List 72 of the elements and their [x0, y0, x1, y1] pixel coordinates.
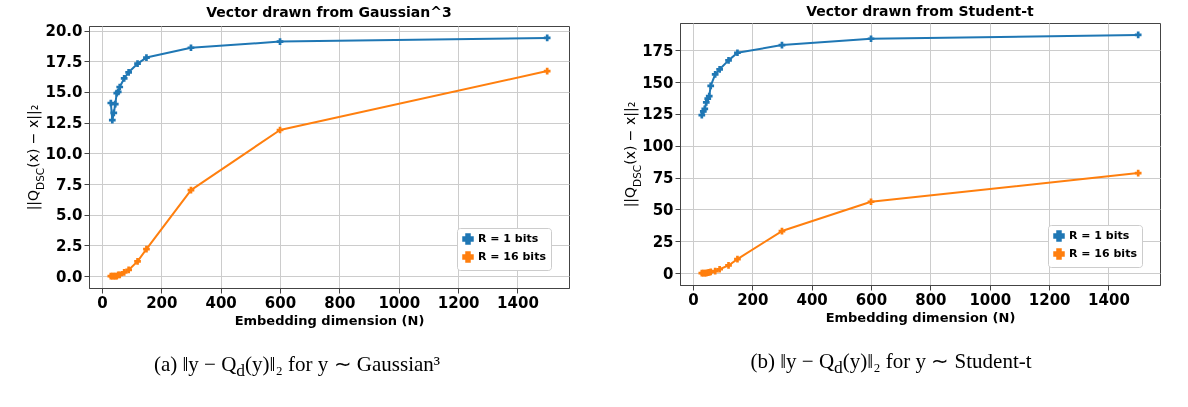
y-tick-label: 17.5: [44, 52, 82, 71]
text: (a) ‖y − Q$_{d}$(y)‖₂ for y ∼ Gaussian³: [153, 352, 441, 382]
y-tick-label: 50: [652, 200, 673, 219]
x-tick-label: 400: [795, 290, 828, 309]
x-axis-title: Embedding dimension (N): [234, 312, 424, 328]
point: [733, 49, 741, 57]
x-tick-label: 200: [145, 293, 177, 312]
y-tick-label: 100: [641, 137, 673, 156]
x-tick-label: 1000: [377, 293, 420, 312]
point: [706, 82, 714, 90]
y-tick-label: 10.0: [44, 144, 82, 163]
x-tick-label: 1200: [437, 293, 479, 312]
y-tick-label: 7.5: [55, 175, 82, 194]
legend-label: R = 16 bits: [477, 250, 546, 263]
point: [115, 83, 123, 91]
point: [1134, 31, 1142, 39]
point: [715, 265, 723, 273]
y-tick-label: 175: [641, 41, 673, 60]
text: (b) ‖y − Q$_{d}$(y)‖₂ for y ∼ Student-t: [750, 349, 1032, 379]
point: [867, 35, 874, 43]
y-tick-label: 75: [652, 169, 673, 188]
point: [133, 258, 141, 265]
x-tick-label: 1200: [1028, 290, 1070, 309]
x-tick-label: 1000: [968, 290, 1011, 309]
point: [142, 54, 150, 61]
point: [124, 266, 132, 274]
y-tick-label: 5.0: [55, 206, 82, 225]
point: [724, 57, 732, 64]
point: [120, 269, 128, 276]
point: [133, 60, 141, 68]
y-tick-label: 0: [662, 264, 673, 283]
x-tick-label: 200: [736, 290, 768, 309]
x-tick-label: 400: [204, 293, 237, 312]
x-tick-label: 1400: [1087, 290, 1130, 309]
x-tick-label: 1400: [496, 293, 539, 312]
point: [715, 65, 723, 73]
y-tick-label: 25: [652, 232, 673, 251]
point: [543, 67, 551, 75]
y-tick-label: 20.0: [44, 22, 82, 41]
legend-label: R = 1 bits: [1068, 229, 1130, 242]
point: [108, 116, 116, 124]
point: [111, 100, 119, 108]
y-tick-label: 12.5: [44, 114, 82, 133]
point: [142, 245, 150, 253]
point: [711, 267, 719, 275]
legend-label: R = 1 bits: [477, 232, 539, 245]
x-axis-title: Embedding dimension (N): [825, 309, 1015, 325]
legend-label: R = 16 bits: [1068, 247, 1137, 260]
x-tick-label: 600: [264, 293, 296, 312]
point: [543, 34, 551, 42]
point: [711, 71, 719, 78]
point: [724, 262, 732, 269]
x-tick-label: 0: [96, 293, 108, 312]
y-tick-label: 15.0: [44, 83, 82, 102]
point: [187, 44, 194, 52]
point: [120, 75, 128, 82]
point: [109, 109, 117, 117]
y-tick-label: 0.0: [55, 267, 82, 286]
y-tick-label: 150: [641, 73, 673, 92]
y-tick-label: 125: [641, 105, 673, 124]
y-tick-label: 2.5: [55, 236, 82, 255]
x-tick-label: 800: [323, 293, 356, 312]
point: [867, 198, 874, 206]
point: [733, 255, 741, 263]
x-tick-label: 600: [855, 290, 887, 309]
point: [276, 38, 283, 45]
x-tick-label: 0: [687, 290, 699, 309]
point: [1134, 169, 1142, 177]
chart-title: Vector drawn from Student-t: [805, 3, 1034, 19]
chart-title: Vector drawn from Gaussian^3: [205, 3, 452, 20]
x-tick-label: 800: [914, 290, 947, 309]
point: [124, 68, 132, 76]
